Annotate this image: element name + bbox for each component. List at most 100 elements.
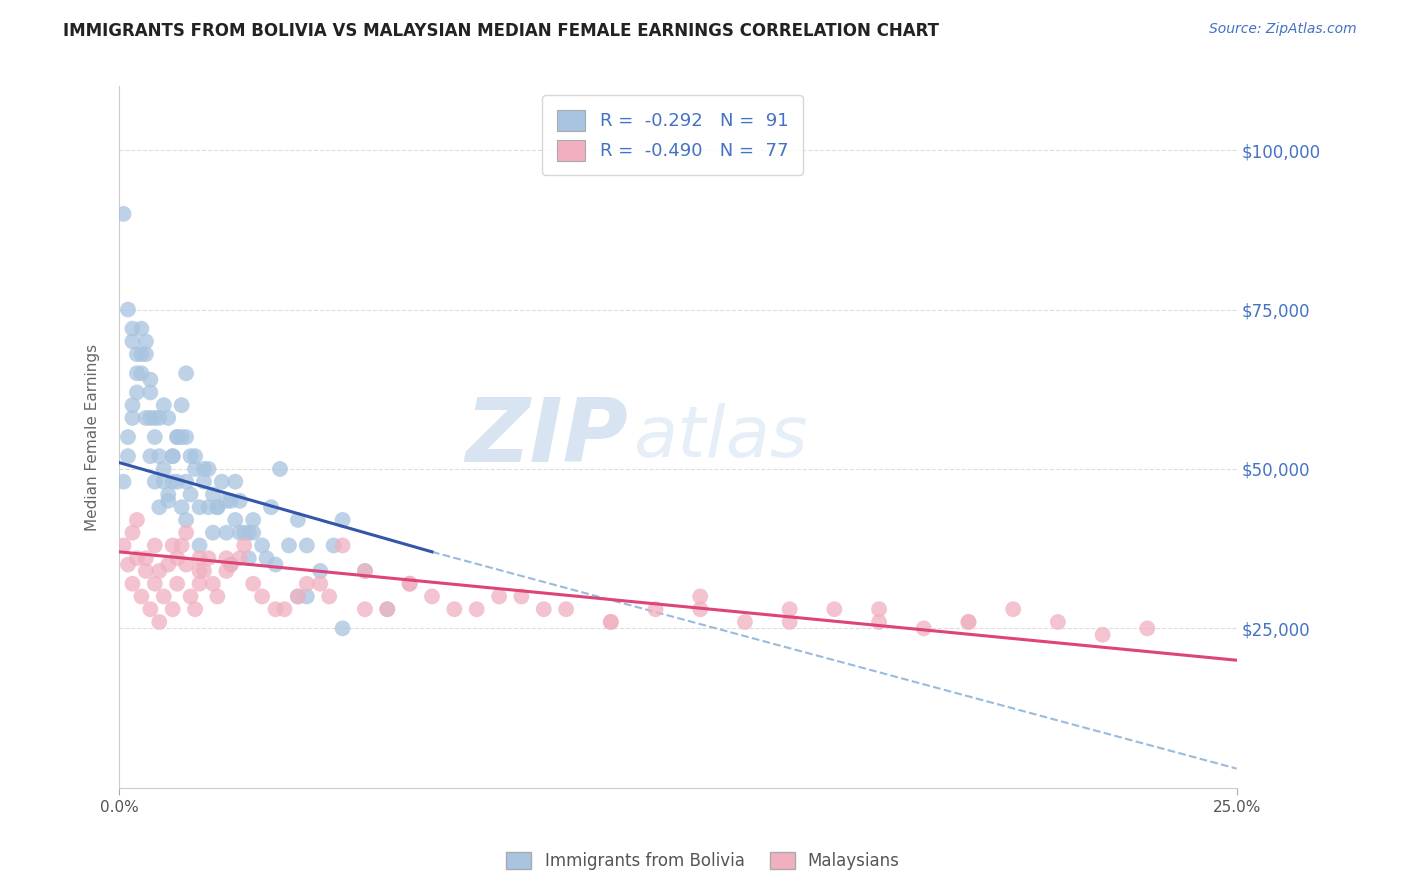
Point [170, 398, 193, 412]
Point [287, 590, 309, 604]
Point [599, 615, 621, 629]
Point [242, 513, 264, 527]
Point [689, 590, 711, 604]
Point [193, 564, 215, 578]
Point [354, 602, 377, 616]
Point [211, 475, 233, 489]
Point [398, 576, 420, 591]
Point [465, 602, 488, 616]
Point [215, 493, 238, 508]
Point [121, 411, 143, 425]
Point [332, 621, 354, 635]
Point [152, 475, 174, 489]
Point [354, 564, 377, 578]
Point [215, 551, 238, 566]
Point [215, 525, 238, 540]
Point [174, 525, 197, 540]
Point [170, 430, 193, 444]
Point [180, 449, 202, 463]
Point [242, 576, 264, 591]
Point [125, 385, 148, 400]
Point [112, 207, 135, 221]
Point [250, 590, 273, 604]
Point [166, 430, 188, 444]
Point [121, 334, 143, 349]
Point [188, 551, 211, 566]
Point [143, 538, 166, 552]
Point [375, 602, 398, 616]
Point [148, 500, 170, 515]
Point [207, 500, 229, 515]
Point [184, 602, 207, 616]
Point [157, 487, 180, 501]
Point [152, 462, 174, 476]
Point [309, 564, 332, 578]
Point [957, 615, 980, 629]
Point [273, 602, 295, 616]
Point [269, 462, 291, 476]
Point [112, 538, 135, 552]
Point [219, 493, 242, 508]
Point [152, 398, 174, 412]
Point [238, 551, 260, 566]
Point [143, 576, 166, 591]
Point [131, 590, 153, 604]
Point [148, 449, 170, 463]
Point [779, 602, 801, 616]
Point [260, 500, 283, 515]
Point [131, 366, 153, 380]
Point [166, 430, 188, 444]
Point [250, 538, 273, 552]
Point [1091, 628, 1114, 642]
Point [219, 558, 242, 572]
Point [174, 430, 197, 444]
Point [121, 525, 143, 540]
Point [166, 475, 188, 489]
Point [188, 564, 211, 578]
Point [201, 525, 224, 540]
Point [224, 513, 246, 527]
Point [322, 538, 344, 552]
Point [332, 513, 354, 527]
Point [197, 551, 219, 566]
Point [354, 564, 377, 578]
Point [157, 493, 180, 508]
Point [162, 602, 184, 616]
Point [1002, 602, 1025, 616]
Point [644, 602, 666, 616]
Point [166, 551, 188, 566]
Point [318, 590, 340, 604]
Point [170, 500, 193, 515]
Point [287, 590, 309, 604]
Point [229, 525, 252, 540]
Point [219, 558, 242, 572]
Point [125, 551, 148, 566]
Point [375, 602, 398, 616]
Point [184, 462, 207, 476]
Text: ZIP: ZIP [465, 393, 627, 481]
Point [295, 538, 318, 552]
Point [180, 590, 202, 604]
Point [166, 576, 188, 591]
Point [188, 576, 211, 591]
Point [143, 430, 166, 444]
Point [180, 487, 202, 501]
Point [139, 602, 162, 616]
Y-axis label: Median Female Earnings: Median Female Earnings [86, 343, 100, 531]
Point [868, 615, 890, 629]
Point [242, 525, 264, 540]
Point [868, 602, 890, 616]
Point [143, 411, 166, 425]
Point [332, 538, 354, 552]
Point [121, 576, 143, 591]
Point [779, 615, 801, 629]
Point [197, 500, 219, 515]
Point [135, 334, 157, 349]
Text: Source: ZipAtlas.com: Source: ZipAtlas.com [1209, 22, 1357, 37]
Point [233, 525, 256, 540]
Point [420, 590, 443, 604]
Point [229, 551, 252, 566]
Point [174, 475, 197, 489]
Point [207, 500, 229, 515]
Point [121, 321, 143, 335]
